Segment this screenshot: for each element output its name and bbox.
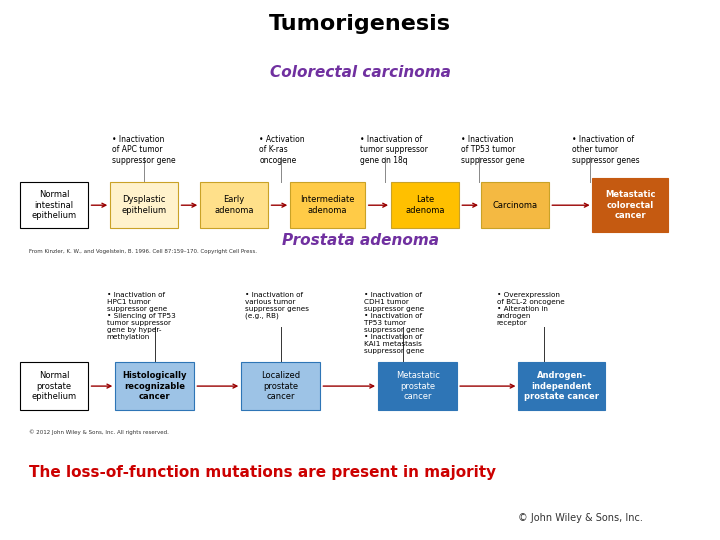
Text: • Inactivation
of APC tumor
suppressor gene: • Inactivation of APC tumor suppressor g… (112, 135, 175, 165)
Text: © 2012 John Wiley & Sons, Inc. All rights reserved.: © 2012 John Wiley & Sons, Inc. All right… (29, 429, 168, 435)
FancyBboxPatch shape (241, 362, 320, 410)
FancyBboxPatch shape (390, 183, 459, 228)
Text: Tumorigenesis: Tumorigenesis (269, 14, 451, 35)
FancyBboxPatch shape (200, 183, 269, 228)
Text: Late
adenoma: Late adenoma (405, 195, 444, 215)
FancyBboxPatch shape (289, 183, 366, 228)
FancyBboxPatch shape (378, 362, 457, 410)
Text: Normal
prostate
epithelium: Normal prostate epithelium (32, 371, 76, 401)
Text: Normal
intestinal
epithelium: Normal intestinal epithelium (32, 190, 76, 220)
Text: Intermediate
adenoma: Intermediate adenoma (300, 195, 355, 215)
FancyBboxPatch shape (19, 362, 89, 410)
Text: © John Wiley & Sons, Inc.: © John Wiley & Sons, Inc. (518, 514, 643, 523)
Text: Localized
prostate
cancer: Localized prostate cancer (261, 371, 300, 401)
FancyBboxPatch shape (518, 362, 605, 410)
Text: • Inactivation of
CDH1 tumor
suppressor gene
• Inactivation of
TP53 tumor
suppre: • Inactivation of CDH1 tumor suppressor … (364, 292, 424, 354)
Text: Dysplastic
epithelium: Dysplastic epithelium (122, 195, 166, 215)
FancyBboxPatch shape (481, 183, 549, 228)
Text: • Activation
of K-ras
oncogene: • Activation of K-ras oncogene (259, 135, 305, 165)
FancyBboxPatch shape (110, 183, 179, 228)
Text: • Inactivation of
various tumor
suppressor genes
(e.g., RB): • Inactivation of various tumor suppress… (245, 292, 309, 319)
Text: Metastatic
prostate
cancer: Metastatic prostate cancer (396, 371, 439, 401)
FancyBboxPatch shape (115, 362, 194, 410)
Text: • Inactivation of
tumor suppressor
gene on 18q: • Inactivation of tumor suppressor gene … (360, 135, 428, 165)
Text: Carcinoma: Carcinoma (492, 201, 537, 210)
FancyBboxPatch shape (19, 183, 89, 228)
Text: • Overexpression
of BCL-2 oncogene
• Alteration in
androgen
receptor: • Overexpression of BCL-2 oncogene • Alt… (497, 292, 564, 326)
Text: • Inactivation of
other tumor
suppressor genes: • Inactivation of other tumor suppressor… (572, 135, 640, 165)
Text: Metastatic
colorectal
cancer: Metastatic colorectal cancer (605, 190, 655, 220)
Text: • Inactivation
of TP53 tumor
suppressor gene: • Inactivation of TP53 tumor suppressor … (461, 135, 524, 165)
Text: Histologically
recognizable
cancer: Histologically recognizable cancer (122, 371, 187, 401)
Text: • Inactivation of
HPC1 tumor
suppressor gene
• Silencing of TP53
tumor suppresso: • Inactivation of HPC1 tumor suppressor … (107, 292, 175, 340)
Text: Androgen-
independent
prostate cancer: Androgen- independent prostate cancer (524, 371, 599, 401)
Text: From Kinzler, K. W., and Vogelstein, B. 1996. Cell 87:159–170. Copyright Cell Pr: From Kinzler, K. W., and Vogelstein, B. … (29, 248, 257, 254)
Text: The loss-of-function mutations are present in majority: The loss-of-function mutations are prese… (29, 465, 496, 480)
Text: Prostata adenoma: Prostata adenoma (282, 233, 438, 248)
FancyBboxPatch shape (593, 178, 668, 232)
Text: Colorectal carcinoma: Colorectal carcinoma (269, 65, 451, 80)
Text: Early
adenoma: Early adenoma (215, 195, 253, 215)
